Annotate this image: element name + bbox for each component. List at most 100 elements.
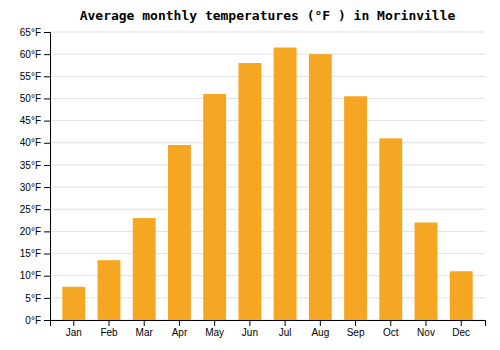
x-axis: Jan Feb Mar Apr May Jun Jul Aug Sep Oct Nov Dec	[51, 320, 486, 338]
x-tick: Jun	[242, 320, 258, 338]
y-tick-label: 5°F	[25, 293, 41, 304]
y-tick-label: 10°F	[20, 270, 41, 281]
bar	[274, 48, 297, 320]
x-tick: Jan	[66, 320, 82, 338]
grid-line	[50, 187, 485, 188]
y-tick-mark	[44, 121, 50, 122]
x-axis-line	[51, 321, 486, 327]
y-tick: 50°F	[20, 93, 50, 104]
grid-line	[50, 142, 485, 143]
x-tick: Mar	[136, 320, 154, 338]
x-tick-mark	[108, 320, 109, 326]
grid-line	[50, 76, 485, 77]
x-tick-label: Nov	[417, 327, 435, 338]
plot: 0°F 5°F 10°F 15°F 20°F 25°F 30°F 35°F 40°F 45°F 50…	[20, 27, 486, 338]
x-tick-label: Feb	[100, 327, 118, 338]
y-axis: 0°F 5°F 10°F 15°F 20°F 25°F 30°F 35°F 40°F 45°F 50…	[20, 27, 51, 326]
y-tick-mark	[44, 165, 50, 166]
bar	[309, 54, 332, 320]
x-tick-label: Dec	[452, 327, 470, 338]
x-tick: Nov	[417, 320, 435, 338]
y-tick: 25°F	[20, 204, 50, 215]
y-tick: 55°F	[20, 71, 50, 82]
x-tick-mark	[426, 320, 427, 326]
x-tick-label: Jun	[242, 327, 258, 338]
grid-line	[50, 209, 485, 210]
y-tick-label: 50°F	[20, 93, 41, 104]
y-tick-mark	[44, 209, 50, 210]
x-tick-label: May	[205, 327, 224, 338]
y-tick-label: 25°F	[20, 204, 41, 215]
grid-line	[50, 32, 485, 33]
y-tick-mark	[44, 320, 50, 321]
bar	[379, 138, 402, 320]
y-tick-label: 0°F	[25, 315, 41, 326]
y-tick-label: 60°F	[20, 49, 41, 60]
x-tick: Feb	[100, 320, 118, 338]
y-tick-label: 45°F	[20, 115, 41, 126]
x-tick-mark	[214, 320, 215, 326]
y-tick-mark	[44, 276, 50, 277]
chart: 0°F 5°F 10°F 15°F 20°F 25°F 30°F 35°F 40°F 45°F 50…	[0, 0, 500, 350]
y-tick-mark	[44, 254, 50, 255]
y-tick-label: 55°F	[20, 71, 41, 82]
x-tick-label: Sep	[347, 327, 365, 338]
y-tick: 10°F	[20, 270, 50, 281]
x-tick: Sep	[347, 320, 365, 338]
x-tick: Oct	[383, 320, 399, 338]
x-tick-label: Jul	[279, 327, 292, 338]
y-tick-mark	[44, 54, 50, 55]
x-tick-label: Oct	[383, 327, 399, 338]
y-tick-label: 35°F	[20, 160, 41, 171]
bars	[62, 48, 472, 320]
bar	[415, 223, 438, 320]
bar	[168, 145, 191, 320]
x-tick-mark	[249, 320, 250, 326]
y-tick: 20°F	[20, 226, 50, 237]
x-tick: Aug	[311, 320, 329, 338]
x-tick: Apr	[172, 320, 188, 338]
y-tick-mark	[44, 187, 50, 188]
bar	[238, 63, 261, 320]
y-tick-mark	[44, 298, 50, 299]
y-tick-mark	[44, 98, 50, 99]
bar	[450, 271, 473, 320]
x-tick-mark	[144, 320, 145, 326]
grid-line	[50, 98, 485, 99]
y-tick: 30°F	[20, 182, 50, 193]
y-tick-label: 65°F	[20, 27, 41, 38]
y-tick-label: 40°F	[20, 137, 41, 148]
grid-line	[50, 120, 485, 121]
x-tick-label: Aug	[311, 327, 329, 338]
x-tick-label: Apr	[172, 327, 188, 338]
bar	[344, 96, 367, 320]
x-tick-mark	[285, 320, 286, 326]
y-tick-label: 20°F	[20, 226, 41, 237]
y-tick: 15°F	[20, 248, 50, 259]
y-tick: 40°F	[20, 137, 50, 148]
y-tick: 65°F	[20, 27, 50, 38]
bar	[133, 218, 156, 320]
grid-line	[50, 54, 485, 55]
y-axis-line	[44, 33, 51, 321]
y-tick: 35°F	[20, 160, 50, 171]
x-tick-mark	[179, 320, 180, 326]
y-tick: 5°F	[25, 293, 50, 304]
y-tick: 0°F	[25, 315, 50, 326]
y-tick-mark	[44, 143, 50, 144]
y-tick-label: 15°F	[20, 248, 41, 259]
bar	[62, 287, 85, 320]
y-tick: 45°F	[20, 115, 50, 126]
x-tick-mark	[320, 320, 321, 326]
y-tick: 60°F	[20, 49, 50, 60]
y-tick-label: 30°F	[20, 182, 41, 193]
x-tick: May	[205, 320, 224, 338]
grid	[50, 32, 485, 320]
y-tick-mark	[44, 76, 50, 77]
x-tick: Jul	[279, 320, 292, 338]
title: Average monthly temperatures (°F ) in Mo…	[80, 8, 456, 23]
x-tick-mark	[461, 320, 462, 326]
x-tick-mark	[73, 320, 74, 326]
x-tick-mark	[390, 320, 391, 326]
bar	[98, 260, 121, 320]
